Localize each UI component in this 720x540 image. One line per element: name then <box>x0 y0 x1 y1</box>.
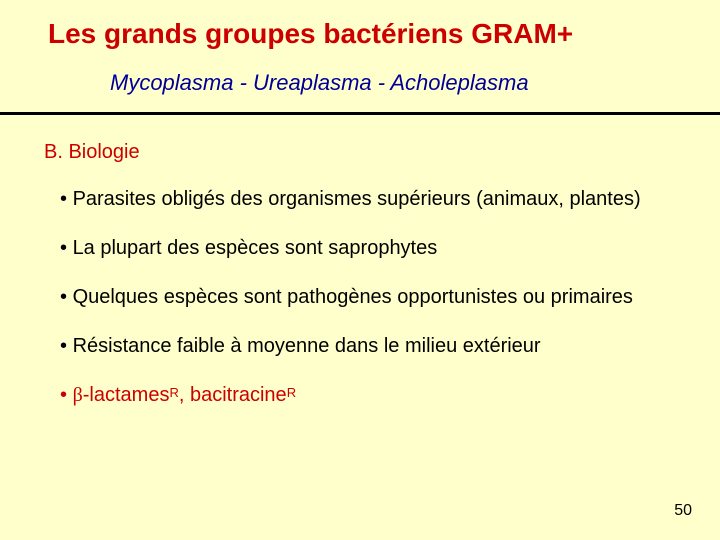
bullet-item: • La plupart des espèces sont saprophyte… <box>60 237 720 260</box>
bullet-item-highlight: • β-lactamesR, bacitracineR <box>60 384 720 407</box>
bullet-text: La plupart des espèces sont saprophytes <box>73 237 438 259</box>
superscript: R <box>287 385 296 400</box>
section-heading: B. Biologie <box>0 115 720 164</box>
bullet-item: • Résistance faible à moyenne dans le mi… <box>60 335 720 358</box>
bullet-sep: , bacitracine <box>179 384 287 406</box>
bullet-text: Parasites obligés des organismes supérie… <box>73 188 641 210</box>
beta-symbol: β <box>73 384 83 406</box>
bullet-list: • Parasites obligés des organismes supér… <box>0 164 720 407</box>
bullet-text: Résistance faible à moyenne dans le mili… <box>73 335 541 357</box>
superscript: R <box>169 385 178 400</box>
page-number: 50 <box>674 502 692 520</box>
bullet-text: Quelques espèces sont pathogènes opportu… <box>73 286 633 308</box>
slide-title: Les grands groupes bactériens GRAM+ <box>0 0 720 50</box>
slide-subtitle: Mycoplasma - Ureaplasma - Acholeplasma <box>0 50 720 96</box>
bullet-item: • Parasites obligés des organismes supér… <box>60 188 720 211</box>
bullet-part1: -lactames <box>83 384 170 406</box>
bullet-item: • Quelques espèces sont pathogènes oppor… <box>60 286 720 309</box>
